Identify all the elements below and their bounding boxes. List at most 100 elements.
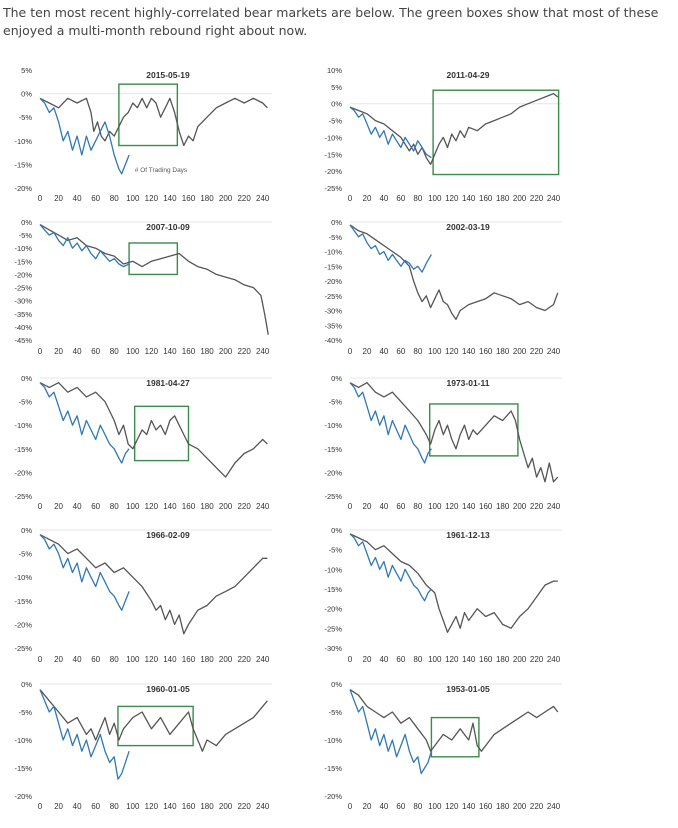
chart-1973-01-11-y-tick-label: -5% <box>329 398 343 407</box>
chart-2002-03-19-historical-line <box>349 224 559 321</box>
chart-1966-02-09-y-tick-label: -5% <box>19 550 33 559</box>
chart-1961-12-13-x-tick-label: 40 <box>379 655 388 664</box>
chart-2002-03-19-y-tick-label: -15% <box>324 262 342 271</box>
chart-1981-04-27-x-tick-label: 60 <box>91 502 100 511</box>
chart-2015-05-19-y-tick-label: -5% <box>19 113 33 122</box>
chart-1960-01-05-x-tick-label: 180 <box>200 802 214 811</box>
chart-2007-10-09-x-tick-label: 0 <box>38 347 43 356</box>
chart-1960-01-05-y-tick-label: 0% <box>21 680 32 689</box>
chart-2015-05-19-x-tick-label: 40 <box>73 194 82 203</box>
chart-2007-10-09-y-tick-label: -5% <box>19 231 33 240</box>
chart-1953-01-05-y-tick-label: 0% <box>331 680 342 689</box>
chart-2007-10-09-x-tick-label: 220 <box>237 347 251 356</box>
chart-2011-04-29-x-tick-label: 60 <box>396 194 405 203</box>
chart-2007-10-09-y-tick-label: -25% <box>14 284 32 293</box>
chart-1960-01-05-y-tick-label: -15% <box>14 764 32 773</box>
chart-1981-04-27-x-tick-label: 200 <box>219 502 233 511</box>
chart-2002-03-19-y-tick-label: -35% <box>324 321 342 330</box>
chart-1953-01-05-y-tick-label: -15% <box>324 764 342 773</box>
chart-2007-10-09-x-tick-label: 200 <box>219 347 233 356</box>
chart-2007-10-09-x-tick-label: 140 <box>163 347 177 356</box>
chart-1953-01-05-historical-line <box>349 689 559 752</box>
chart-2002-03-19-x-tick-label: 220 <box>530 347 544 356</box>
chart-2002-03-19-y-tick-label: -5% <box>329 233 343 242</box>
chart-2007-10-09-rebound-box <box>128 242 179 276</box>
chart-1960-01-05-x-tick-label: 140 <box>163 802 177 811</box>
chart-1981-04-27-x-tick-label: 160 <box>182 502 196 511</box>
chart-1960-01-05-title: 1960-01-05 <box>146 684 190 694</box>
chart-2007-10-09-x-tick-label: 240 <box>256 347 270 356</box>
chart-1953-01-05-y-tick-label: -5% <box>329 708 343 717</box>
chart-2007-10-09-current-line <box>39 224 130 268</box>
chart-1960-01-05-x-tick-label: 160 <box>182 802 196 811</box>
chart-2002-03-19-x-tick-label: 0 <box>348 347 353 356</box>
chart-2007-10-09-y-tick-label: -10% <box>14 244 32 253</box>
chart-2011-04-29-y-tick-label: 10% <box>327 66 342 75</box>
chart-1953-01-05-x-tick-label: 0 <box>348 802 353 811</box>
chart-2015-05-19-x-tick-label: 180 <box>200 194 214 203</box>
chart-1966-02-09-current-line <box>39 534 130 611</box>
chart-1966-02-09-x-tick-label: 120 <box>145 655 159 664</box>
chart-1961-12-13-historical-line <box>349 533 558 633</box>
chart-1981-04-27-x-tick-label: 100 <box>126 502 140 511</box>
chart-1981-04-27-title: 1981-04-27 <box>146 378 190 388</box>
chart-2015-05-19-y-tick-label: -10% <box>14 137 32 146</box>
chart-2011-04-29-x-tick-label: 0 <box>348 194 353 203</box>
chart-1953-01-05-x-tick-label: 160 <box>479 802 493 811</box>
chart-1966-02-09-y-tick-label: -10% <box>14 573 32 582</box>
chart-2011-04-29-x-tick-label: 100 <box>428 194 442 203</box>
chart-2015-05-19-x-tick-label: 60 <box>91 194 100 203</box>
chart-1966-02-09-x-tick-label: 220 <box>237 655 251 664</box>
chart-1973-01-11-y-tick-label: 0% <box>331 374 342 383</box>
chart-1973-01-11-x-tick-label: 200 <box>513 502 527 511</box>
chart-2015-05-19-y-tick-label: -20% <box>14 184 32 193</box>
chart-1981-04-27-x-tick-label: 240 <box>256 502 270 511</box>
chart-2015-05-19-x-tick-label: 20 <box>54 194 63 203</box>
chart-1973-01-11-x-tick-label: 120 <box>445 502 459 511</box>
chart-1960-01-05-x-tick-label: 60 <box>91 802 100 811</box>
chart-1960-01-05-x-tick-label: 80 <box>110 802 119 811</box>
chart-1960-01-05-x-tick-label: 240 <box>256 802 270 811</box>
chart-2015-05-19-x-tick-label: 140 <box>163 194 177 203</box>
chart-1960-01-05-historical-line <box>39 689 268 752</box>
chart-2007-10-09-y-tick-label: -15% <box>14 257 32 266</box>
chart-1973-01-11-x-tick-label: 0 <box>348 502 353 511</box>
chart-1973-01-11-x-tick-label: 40 <box>379 502 388 511</box>
chart-2007-10-09-y-tick-label: -40% <box>14 323 32 332</box>
chart-1966-02-09-x-tick-label: 0 <box>38 655 43 664</box>
chart-1973-01-11-y-tick-label: -10% <box>324 421 342 430</box>
chart-2011-04-29-rebound-box <box>432 89 560 176</box>
chart-1953-01-05-x-tick-label: 200 <box>513 802 527 811</box>
chart-2015-05-19-x-tick-label: 100 <box>126 194 140 203</box>
chart-2011-04-29-x-tick-label: 240 <box>547 194 561 203</box>
chart-2015-05-19-x-tick-label: 200 <box>219 194 233 203</box>
chart-1953-01-05-y-tick-label: -20% <box>324 792 342 801</box>
chart-1981-04-27-y-tick-label: -10% <box>14 421 32 430</box>
chart-1966-02-09-x-tick-label: 60 <box>91 655 100 664</box>
chart-1953-01-05-x-tick-label: 140 <box>462 802 476 811</box>
chart-2011-04-29-x-tick-label: 200 <box>513 194 527 203</box>
chart-1966-02-09-x-tick-label: 140 <box>163 655 177 664</box>
chart-1961-12-13-x-tick-label: 60 <box>396 655 405 664</box>
chart-2015-05-19-x-tick-label: 160 <box>182 194 196 203</box>
chart-2011-04-29-x-tick-label: 220 <box>530 194 544 203</box>
chart-2002-03-19-y-tick-label: -30% <box>324 307 342 316</box>
chart-1966-02-09-historical-line <box>39 534 268 635</box>
chart-2015-05-19-annotation: # Of Trading Days <box>135 167 188 174</box>
chart-1953-01-05-rebound-box <box>430 716 480 758</box>
chart-1966-02-09-y-tick-label: -25% <box>14 644 32 653</box>
chart-1960-01-05-y-tick-label: -10% <box>14 736 32 745</box>
chart-1973-01-11-x-tick-label: 140 <box>462 502 476 511</box>
chart-2007-10-09-x-tick-label: 80 <box>110 347 119 356</box>
chart-1960-01-05-y-tick-label: -5% <box>19 708 33 717</box>
chart-1966-02-09-x-tick-label: 80 <box>110 655 119 664</box>
chart-2002-03-19-y-tick-label: 0% <box>331 218 342 227</box>
chart-2011-04-29-y-tick-label: -10% <box>324 133 342 142</box>
chart-1981-04-27-rebound-box <box>133 405 190 462</box>
chart-1981-04-27-y-tick-label: 0% <box>21 374 32 383</box>
chart-1961-12-13-x-tick-label: 220 <box>530 655 544 664</box>
chart-2007-10-09-y-tick-label: 0% <box>21 218 32 227</box>
chart-1961-12-13-y-tick-label: -30% <box>324 644 342 653</box>
chart-2015-05-19-y-tick-label: -15% <box>14 160 32 169</box>
chart-2002-03-19-x-tick-label: 20 <box>363 347 372 356</box>
